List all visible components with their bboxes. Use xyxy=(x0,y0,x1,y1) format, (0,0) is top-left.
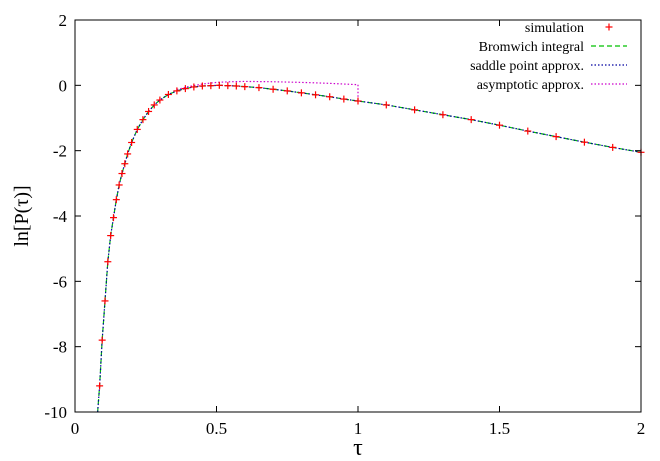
data-point xyxy=(150,101,158,109)
data-point xyxy=(326,93,334,101)
data-point xyxy=(139,116,147,124)
data-point xyxy=(164,90,172,98)
y-tick-label: 0 xyxy=(59,76,68,95)
series-layer xyxy=(96,80,645,413)
x-tick-label: 2 xyxy=(637,419,646,438)
legend-label-asymptotic-approx: asymptotic approx. xyxy=(477,78,584,93)
data-point xyxy=(283,87,291,95)
data-point xyxy=(101,297,109,305)
data-point xyxy=(255,84,263,92)
data-point xyxy=(241,83,249,91)
data-point xyxy=(198,82,206,90)
series-line-asymptotic-approx xyxy=(176,80,359,101)
data-point xyxy=(524,127,532,135)
data-point xyxy=(121,160,129,168)
legend-marker-simulation xyxy=(605,23,613,31)
data-point xyxy=(297,89,305,97)
x-tick-label: 0 xyxy=(71,419,80,438)
data-point xyxy=(580,138,588,146)
data-point xyxy=(411,106,419,114)
y-tick-label: -2 xyxy=(53,142,67,161)
x-tick-label: 1 xyxy=(354,419,363,438)
ticks-layer: 0 0.5 1 1.5 2 -10 -8 -6 -4 -2 0 2 xyxy=(44,11,645,438)
data-point xyxy=(354,97,362,105)
y-tick-label: -8 xyxy=(53,338,67,357)
series-line-bromwich-integral xyxy=(97,84,642,413)
data-point xyxy=(232,82,240,90)
data-point xyxy=(340,95,348,103)
y-tick-label: -6 xyxy=(53,272,67,291)
x-axis-title: τ xyxy=(353,435,363,461)
legend-label-bromwich-integral: Bromwich integral xyxy=(479,40,584,55)
x-tick-label: 0.5 xyxy=(206,419,227,438)
data-point xyxy=(124,150,132,158)
data-point xyxy=(312,91,320,99)
data-point xyxy=(215,81,223,89)
data-point xyxy=(382,101,390,109)
data-point xyxy=(552,133,560,141)
data-point xyxy=(190,83,198,91)
data-point xyxy=(133,125,141,133)
data-point xyxy=(207,82,215,90)
data-point xyxy=(145,107,153,115)
series-line-saddle-point-approx xyxy=(97,84,642,413)
data-point xyxy=(109,214,117,222)
data-point xyxy=(269,85,277,93)
data-point xyxy=(115,181,123,189)
legend: simulation Bromwich integral saddle point … xyxy=(470,21,627,93)
data-point xyxy=(96,382,104,390)
data-point xyxy=(156,96,164,104)
y-axis-title: ln[P(τ)] xyxy=(11,185,33,246)
data-point xyxy=(609,143,617,151)
y-tick-label: -10 xyxy=(44,403,67,422)
data-point xyxy=(496,121,503,129)
legend-label-simulation: simulation xyxy=(525,21,584,36)
data-point xyxy=(439,111,447,119)
data-point xyxy=(224,82,232,90)
y-tick-label: -4 xyxy=(53,207,68,226)
data-point xyxy=(467,116,475,124)
y-tick-label: 2 xyxy=(59,11,68,30)
legend-label-saddle-point-approx: saddle point approx. xyxy=(470,59,584,74)
data-point xyxy=(112,196,120,204)
data-point xyxy=(107,232,115,240)
data-point xyxy=(104,258,112,266)
data-point xyxy=(181,85,189,93)
data-point xyxy=(98,336,106,344)
data-point xyxy=(118,170,126,178)
data-point xyxy=(128,139,136,146)
x-tick-label: 1.5 xyxy=(489,419,510,438)
data-point xyxy=(173,87,181,95)
